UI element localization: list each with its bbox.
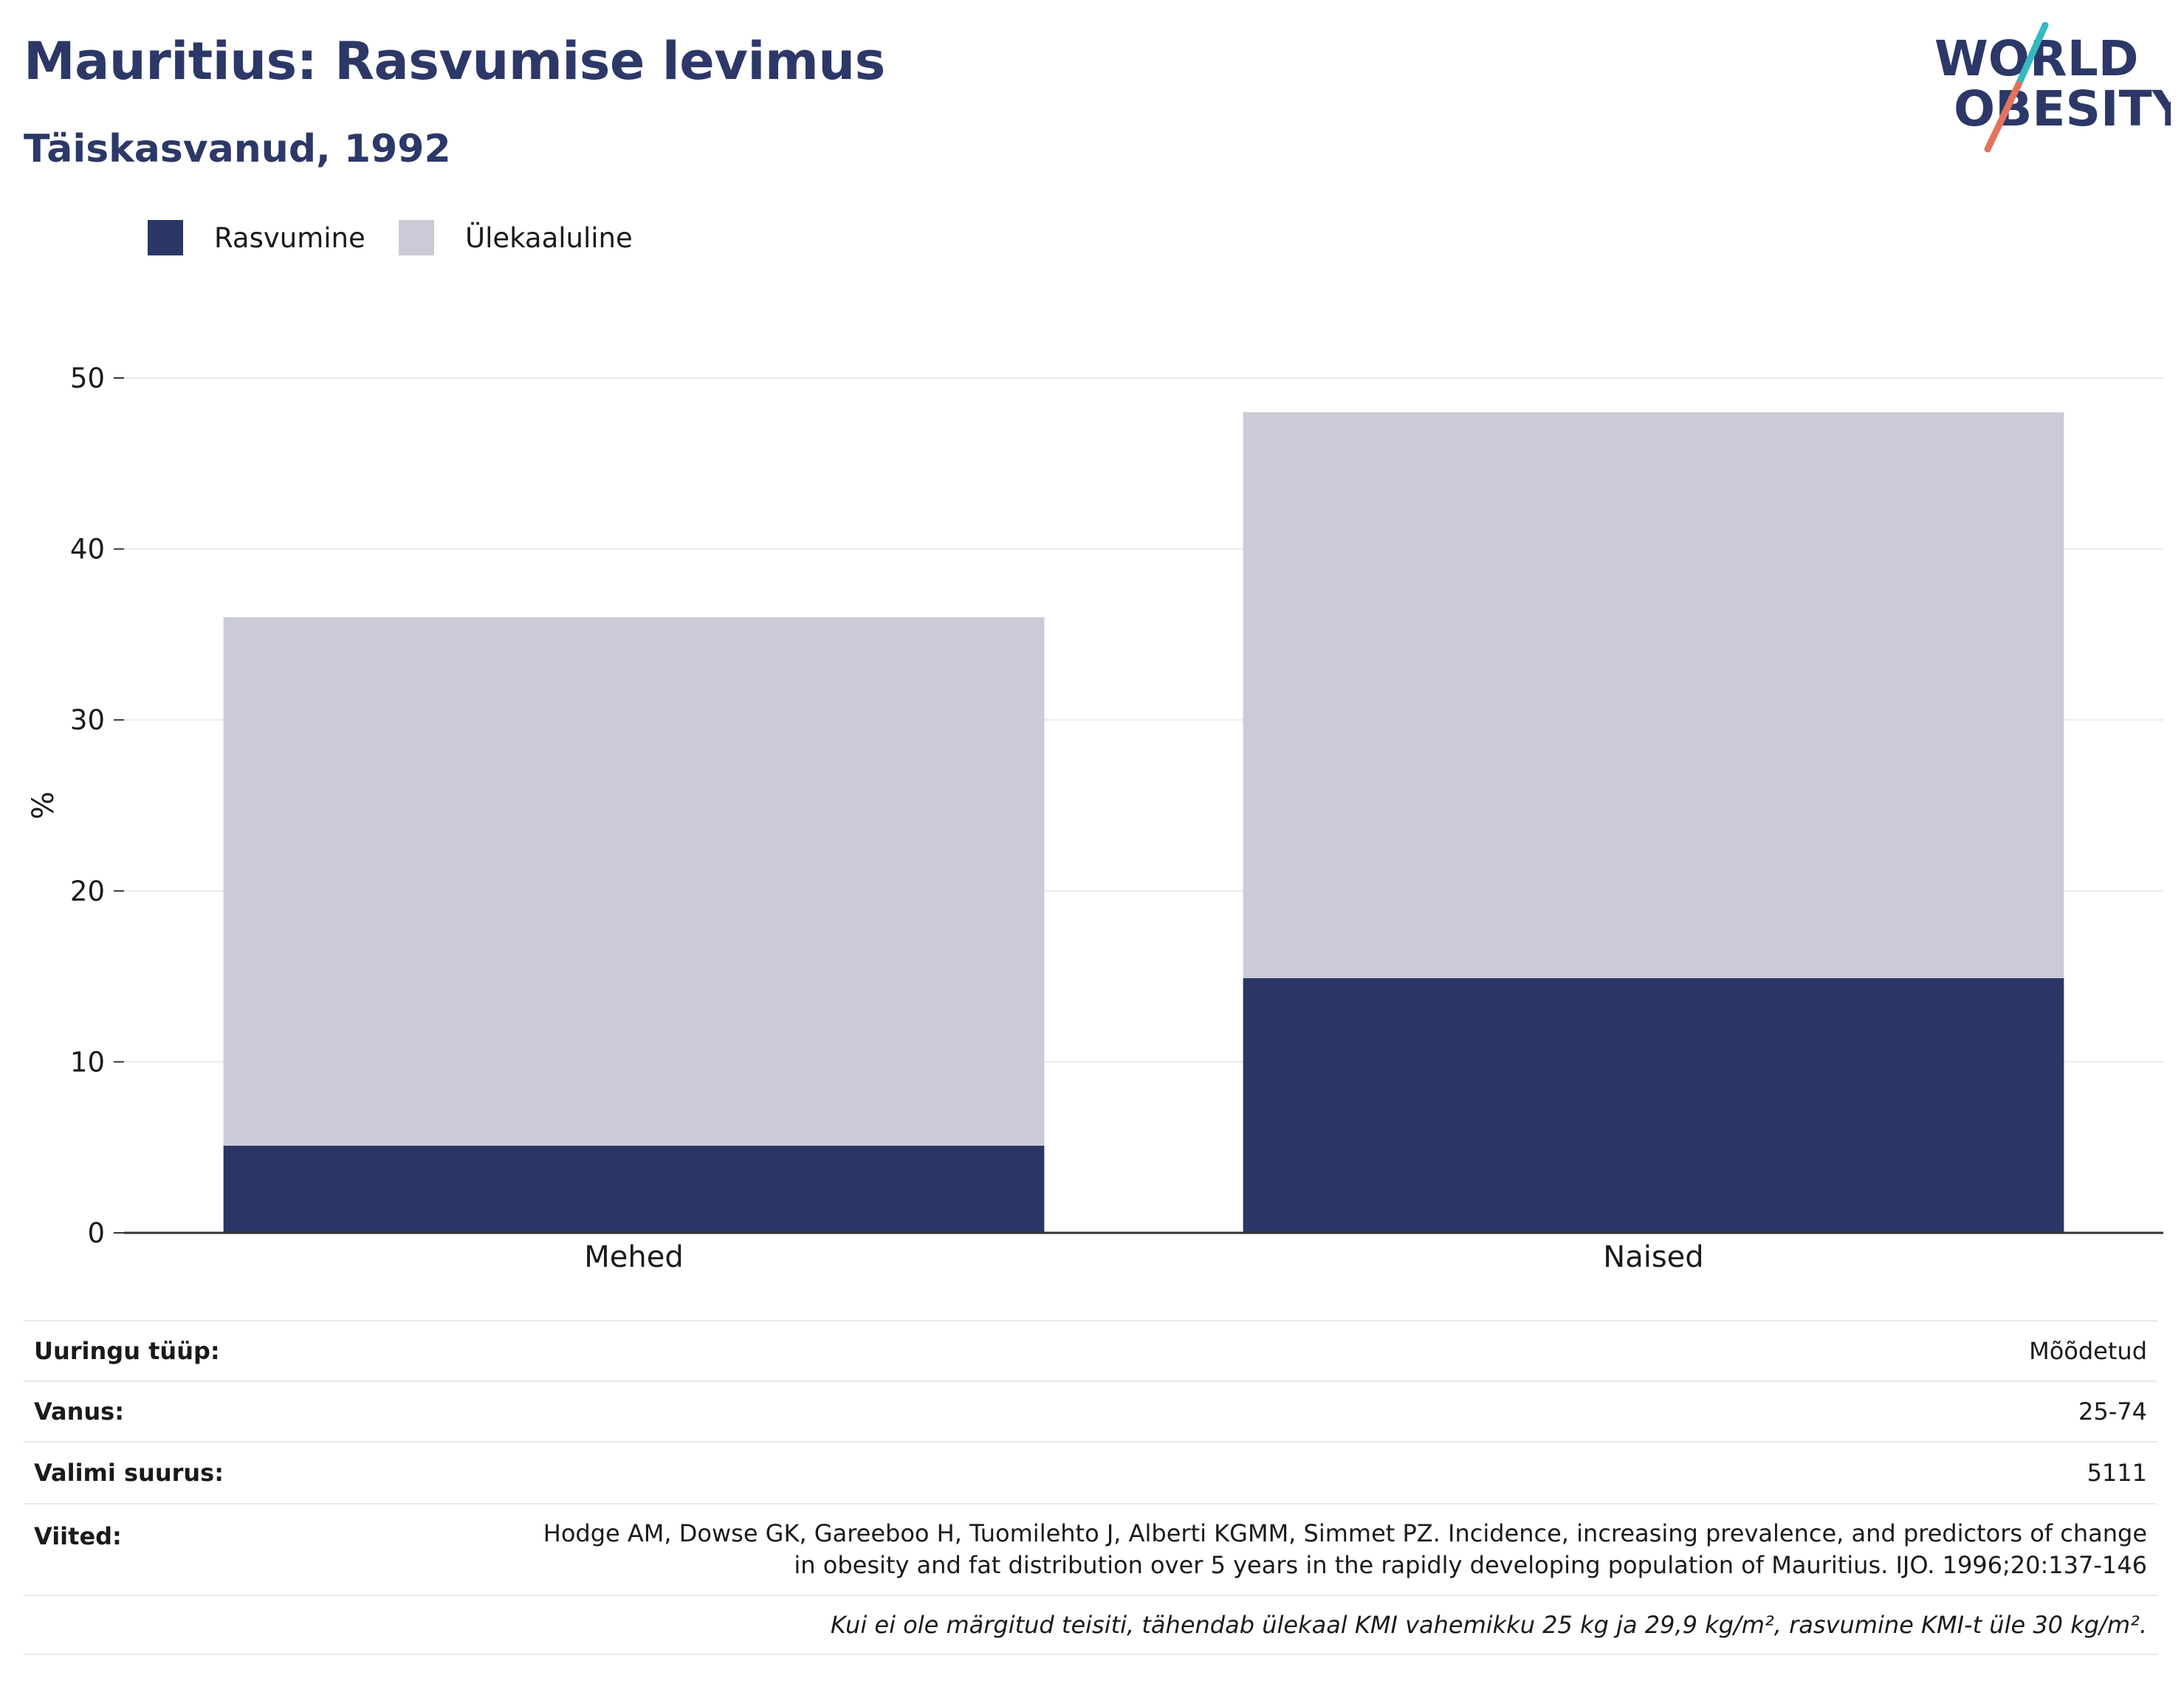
info-value-references: Hodge AM, Dowse GK, Gareeboo H, Tuomileh… xyxy=(543,1518,2147,1581)
info-value-age: 25-74 xyxy=(2078,1397,2147,1426)
y-tick-label: 20 xyxy=(70,876,105,907)
y-axis-label: % xyxy=(27,791,61,819)
info-key-references: Viited: xyxy=(34,1522,122,1550)
bar-mehed-ulekaaluline xyxy=(223,617,1045,1146)
info-row-references: Viited: Hodge AM, Dowse GK, Gareeboo H, … xyxy=(24,1503,2157,1595)
legend-swatch-rasvumine xyxy=(148,220,183,255)
info-table: Uuringu tüüp: Mõõdetud Vanus: 25-74 Vali… xyxy=(24,1320,2157,1655)
info-value-sample-size: 5111 xyxy=(2087,1459,2147,1487)
y-tick-label: 50 xyxy=(70,362,105,394)
logo-word-obesity: OBESITY xyxy=(1954,80,2171,137)
reference-line-1: Hodge AM, Dowse GK, Gareeboo H, Tuomileh… xyxy=(543,1519,2147,1547)
axes: 0 10 20 30 40 50 Mehed Naised% xyxy=(27,362,2163,1274)
y-tick-label: 0 xyxy=(87,1217,105,1249)
info-key-age: Vanus: xyxy=(34,1397,125,1426)
bar-naised-ulekaaluline xyxy=(1243,412,2064,978)
bar-chart: 0 10 20 30 40 50 Mehed Naised% xyxy=(27,362,2163,1274)
bar-mehed-rasvumine xyxy=(223,1145,1045,1233)
chart-title: Mauritius: Rasvumise levimus xyxy=(24,31,885,92)
world-obesity-logo: WORLD OBESITY xyxy=(1934,22,2171,153)
x-tick-label: Naised xyxy=(1603,1240,1703,1274)
legend-label-rasvumine: Rasvumine xyxy=(214,221,365,254)
bars xyxy=(223,412,2064,1233)
legend-item-ulekaaluline[interactable]: Ülekaaluline xyxy=(399,217,633,258)
y-tick-label: 40 xyxy=(70,534,105,565)
info-row-note: Kui ei ole märgitud teisiti, tähendab ül… xyxy=(24,1595,2157,1655)
reference-line-2: in obesity and fat distribution over 5 y… xyxy=(794,1551,2147,1579)
logo-slash-teal xyxy=(2015,22,2049,88)
logo-slash-coral xyxy=(1984,80,2022,153)
info-value-survey-type: Mõõdetud xyxy=(2029,1337,2147,1365)
y-tick-label: 10 xyxy=(70,1046,105,1078)
legend-label-ulekaaluline: Ülekaaluline xyxy=(465,221,633,254)
info-key-survey-type: Uuringu tüüp: xyxy=(34,1337,220,1365)
legend-item-rasvumine[interactable]: Rasvumine xyxy=(148,217,365,258)
info-row-age: Vanus: 25-74 xyxy=(24,1381,2157,1441)
info-row-sample-size: Valimi suurus: 5111 xyxy=(24,1441,2157,1503)
info-key-sample-size: Valimi suurus: xyxy=(34,1459,224,1487)
info-row-survey-type: Uuringu tüüp: Mõõdetud xyxy=(24,1320,2157,1381)
chart-subtitle: Täiskasvanud, 1992 xyxy=(24,127,451,171)
legend-swatch-ulekaaluline xyxy=(399,220,434,255)
bar-naised-rasvumine xyxy=(1243,977,2064,1233)
y-tick-label: 30 xyxy=(70,704,105,736)
x-tick-label: Mehed xyxy=(584,1240,683,1274)
definition-note: Kui ei ole märgitud teisiti, tähendab ül… xyxy=(830,1611,2147,1639)
